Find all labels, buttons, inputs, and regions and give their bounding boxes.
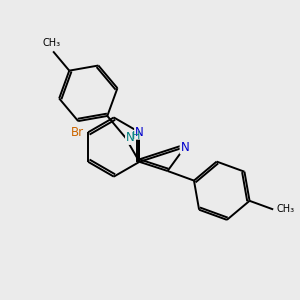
Text: Br: Br xyxy=(70,126,84,139)
Text: H: H xyxy=(132,131,140,141)
Text: N: N xyxy=(126,131,135,144)
Text: N: N xyxy=(135,126,144,139)
Text: N: N xyxy=(181,140,189,154)
Text: CH₃: CH₃ xyxy=(43,38,61,48)
Text: CH₃: CH₃ xyxy=(277,204,295,214)
